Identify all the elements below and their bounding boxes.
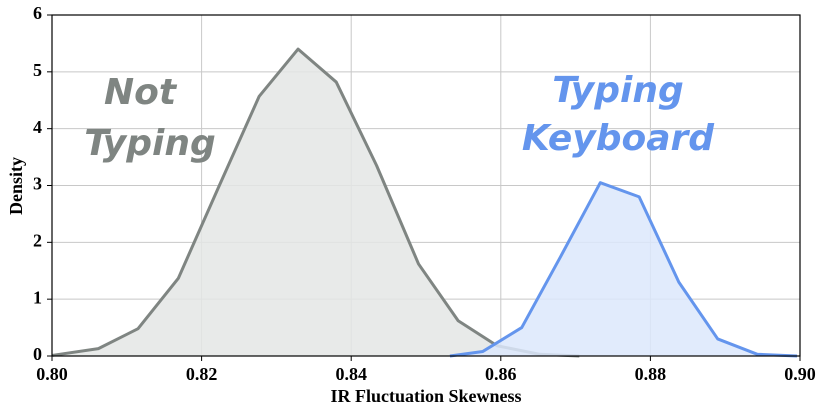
x-tick-label: 0.88: [635, 364, 667, 384]
annotation: Keyboard: [522, 118, 715, 159]
x-tick-label: 0.82: [186, 364, 218, 384]
plot-frame: [51, 14, 801, 357]
y-tick-label: 3: [33, 174, 42, 194]
y-tick-label: 4: [33, 117, 42, 137]
area: [52, 49, 580, 356]
x-tick-label: 0.84: [335, 364, 367, 384]
x-tick-label: 0.86: [485, 364, 517, 384]
annotation: Typing: [552, 70, 684, 111]
y-axis-label: Density: [6, 157, 26, 215]
annotation: Not: [104, 72, 178, 113]
x-tick-label: 0.80: [36, 364, 68, 384]
x-tick-label: 0.90: [784, 364, 816, 384]
y-tick-label: 1: [33, 287, 42, 307]
y-tick-label: 6: [33, 3, 42, 23]
y-tick-label: 2: [33, 230, 42, 250]
y-tick-label: 0: [33, 344, 42, 364]
line: [51, 47, 580, 358]
y-tick-label: 5: [33, 60, 42, 80]
area: [449, 182, 798, 356]
line: [449, 181, 798, 358]
annotation: Typing: [84, 123, 216, 164]
x-axis-label: IR Fluctuation Skewness: [330, 386, 521, 406]
